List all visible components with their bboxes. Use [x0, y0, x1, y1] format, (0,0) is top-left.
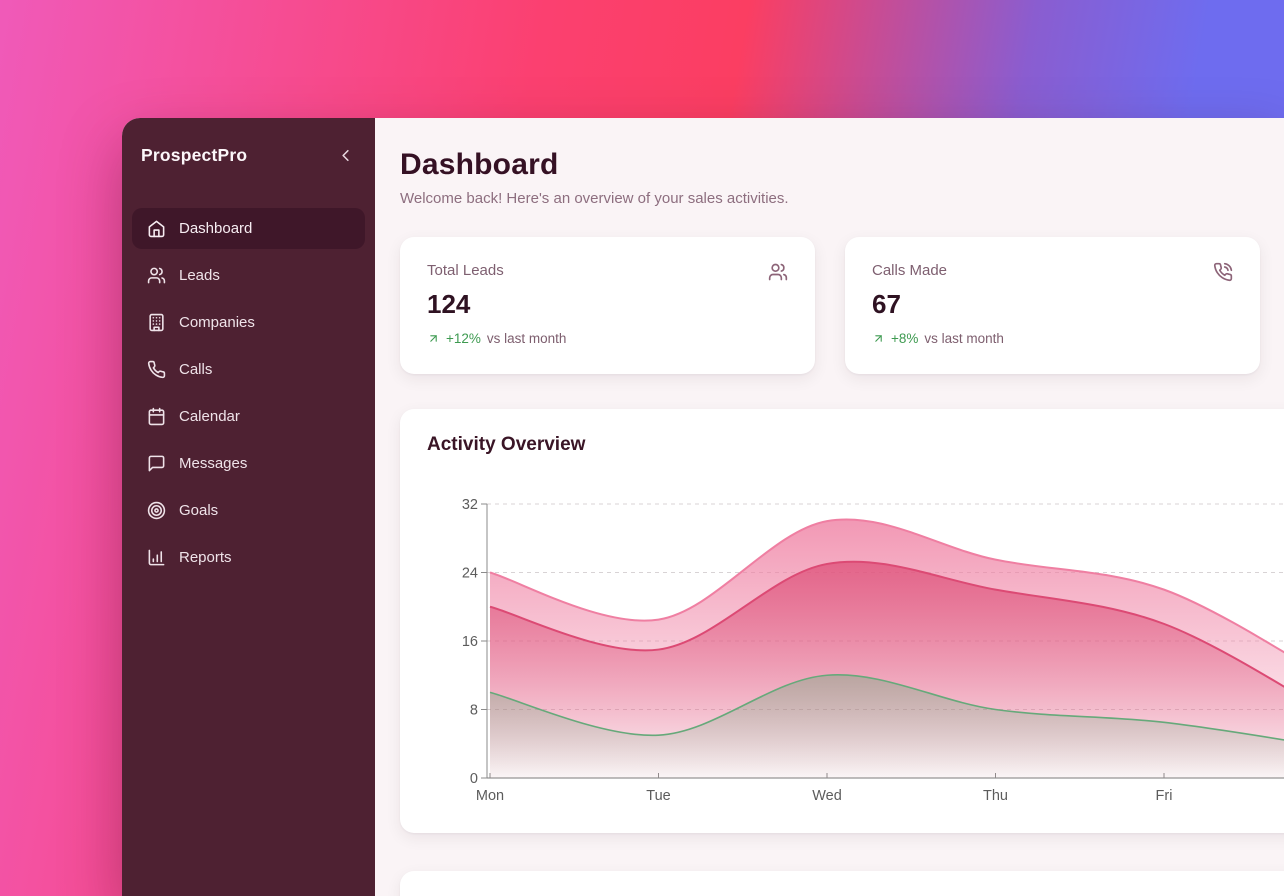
svg-text:24: 24	[462, 566, 478, 582]
sidebar-item-label: Companies	[179, 314, 255, 331]
stat-card-calls-made: Calls Made 67 +8% vs last month	[845, 237, 1260, 374]
sidebar-item-messages[interactable]: Messages	[132, 443, 365, 484]
calendar-icon	[147, 407, 166, 426]
sidebar-item-label: Calendar	[179, 408, 240, 425]
sidebar-item-dashboard[interactable]: Dashboard	[132, 208, 365, 249]
chevron-left-icon	[336, 146, 355, 165]
phone-icon	[147, 360, 166, 379]
sidebar-collapse-button[interactable]	[334, 144, 356, 166]
sidebar-item-goals[interactable]: Goals	[132, 490, 365, 531]
bar-chart-icon	[147, 548, 166, 567]
brand-logo: ProspectPro	[141, 144, 248, 165]
sidebar-item-label: Dashboard	[179, 220, 253, 237]
home-icon	[147, 219, 166, 238]
sidebar-item-calls[interactable]: Calls	[132, 349, 365, 390]
trend-up-icon	[427, 332, 440, 345]
app-window: ProspectPro Dashboard Leads Companies Calls…	[122, 118, 1284, 896]
svg-text:8: 8	[470, 703, 478, 719]
svg-text:Thu: Thu	[983, 788, 1008, 804]
phone-call-icon	[1213, 262, 1233, 282]
sidebar-item-label: Calls	[179, 361, 213, 378]
sidebar-item-reports[interactable]: Reports	[132, 537, 365, 578]
message-icon	[147, 454, 166, 473]
sidebar-item-companies[interactable]: Companies	[132, 302, 365, 343]
svg-text:Fri: Fri	[1156, 788, 1173, 804]
activity-overview-chart[interactable]: 0 8 16 24 32 Mon Tue Wed Thu Fri	[400, 409, 1284, 833]
stat-label: Total Leads	[427, 262, 504, 279]
chart-title: Activity Overview	[427, 434, 586, 455]
users-icon	[768, 262, 788, 282]
sidebar: ProspectPro Dashboard Leads Companies Calls…	[122, 118, 375, 896]
main-content: Dashboard Welcome back! Here's an overvi…	[375, 118, 1284, 896]
sidebar-item-label: Messages	[179, 455, 248, 472]
trend-up-icon	[872, 332, 885, 345]
svg-text:16: 16	[462, 634, 478, 650]
sidebar-item-label: Leads	[179, 267, 220, 284]
svg-text:32: 32	[462, 497, 478, 513]
svg-text:Tue: Tue	[646, 788, 670, 804]
svg-text:Mon: Mon	[476, 788, 504, 804]
stats-row: Total Leads 124 +12% vs last month Calls…	[400, 237, 1284, 374]
stat-label: Calls Made	[872, 262, 948, 279]
target-icon	[147, 501, 166, 520]
svg-text:Wed: Wed	[812, 788, 842, 804]
stat-trend: +12% vs last month	[427, 331, 788, 346]
stat-card-total-leads: Total Leads 124 +12% vs last month	[400, 237, 815, 374]
page-title: Dashboard	[400, 148, 559, 181]
stat-change: +8%	[891, 331, 919, 346]
users-icon	[147, 266, 166, 285]
sidebar-nav: Dashboard Leads Companies Calls Calendar Mess…	[132, 208, 365, 578]
sidebar-header: ProspectPro	[132, 144, 365, 166]
stat-card-header: Total Leads	[427, 262, 788, 282]
svg-text:0: 0	[470, 771, 478, 787]
sidebar-item-leads[interactable]: Leads	[132, 255, 365, 296]
stat-card-header: Calls Made	[872, 262, 1233, 282]
activity-overview-card: Activity Overview 0 8 16 24 32 Mon Tue Wed Thu Fr…	[400, 409, 1284, 833]
stat-value: 124	[427, 289, 471, 319]
stat-change-note: vs last month	[486, 331, 567, 346]
stat-value: 67	[872, 289, 901, 319]
stat-trend: +8% vs last month	[872, 331, 1233, 346]
sidebar-item-calendar[interactable]: Calendar	[132, 396, 365, 437]
sidebar-item-label: Reports	[179, 549, 232, 566]
building-icon	[147, 313, 166, 332]
bottom-card	[400, 871, 1284, 896]
stat-change: +12%	[446, 331, 481, 346]
sidebar-item-label: Goals	[179, 502, 219, 519]
page-subtitle: Welcome back! Here's an overview of your…	[400, 190, 789, 207]
stat-change-note: vs last month	[924, 331, 1004, 346]
